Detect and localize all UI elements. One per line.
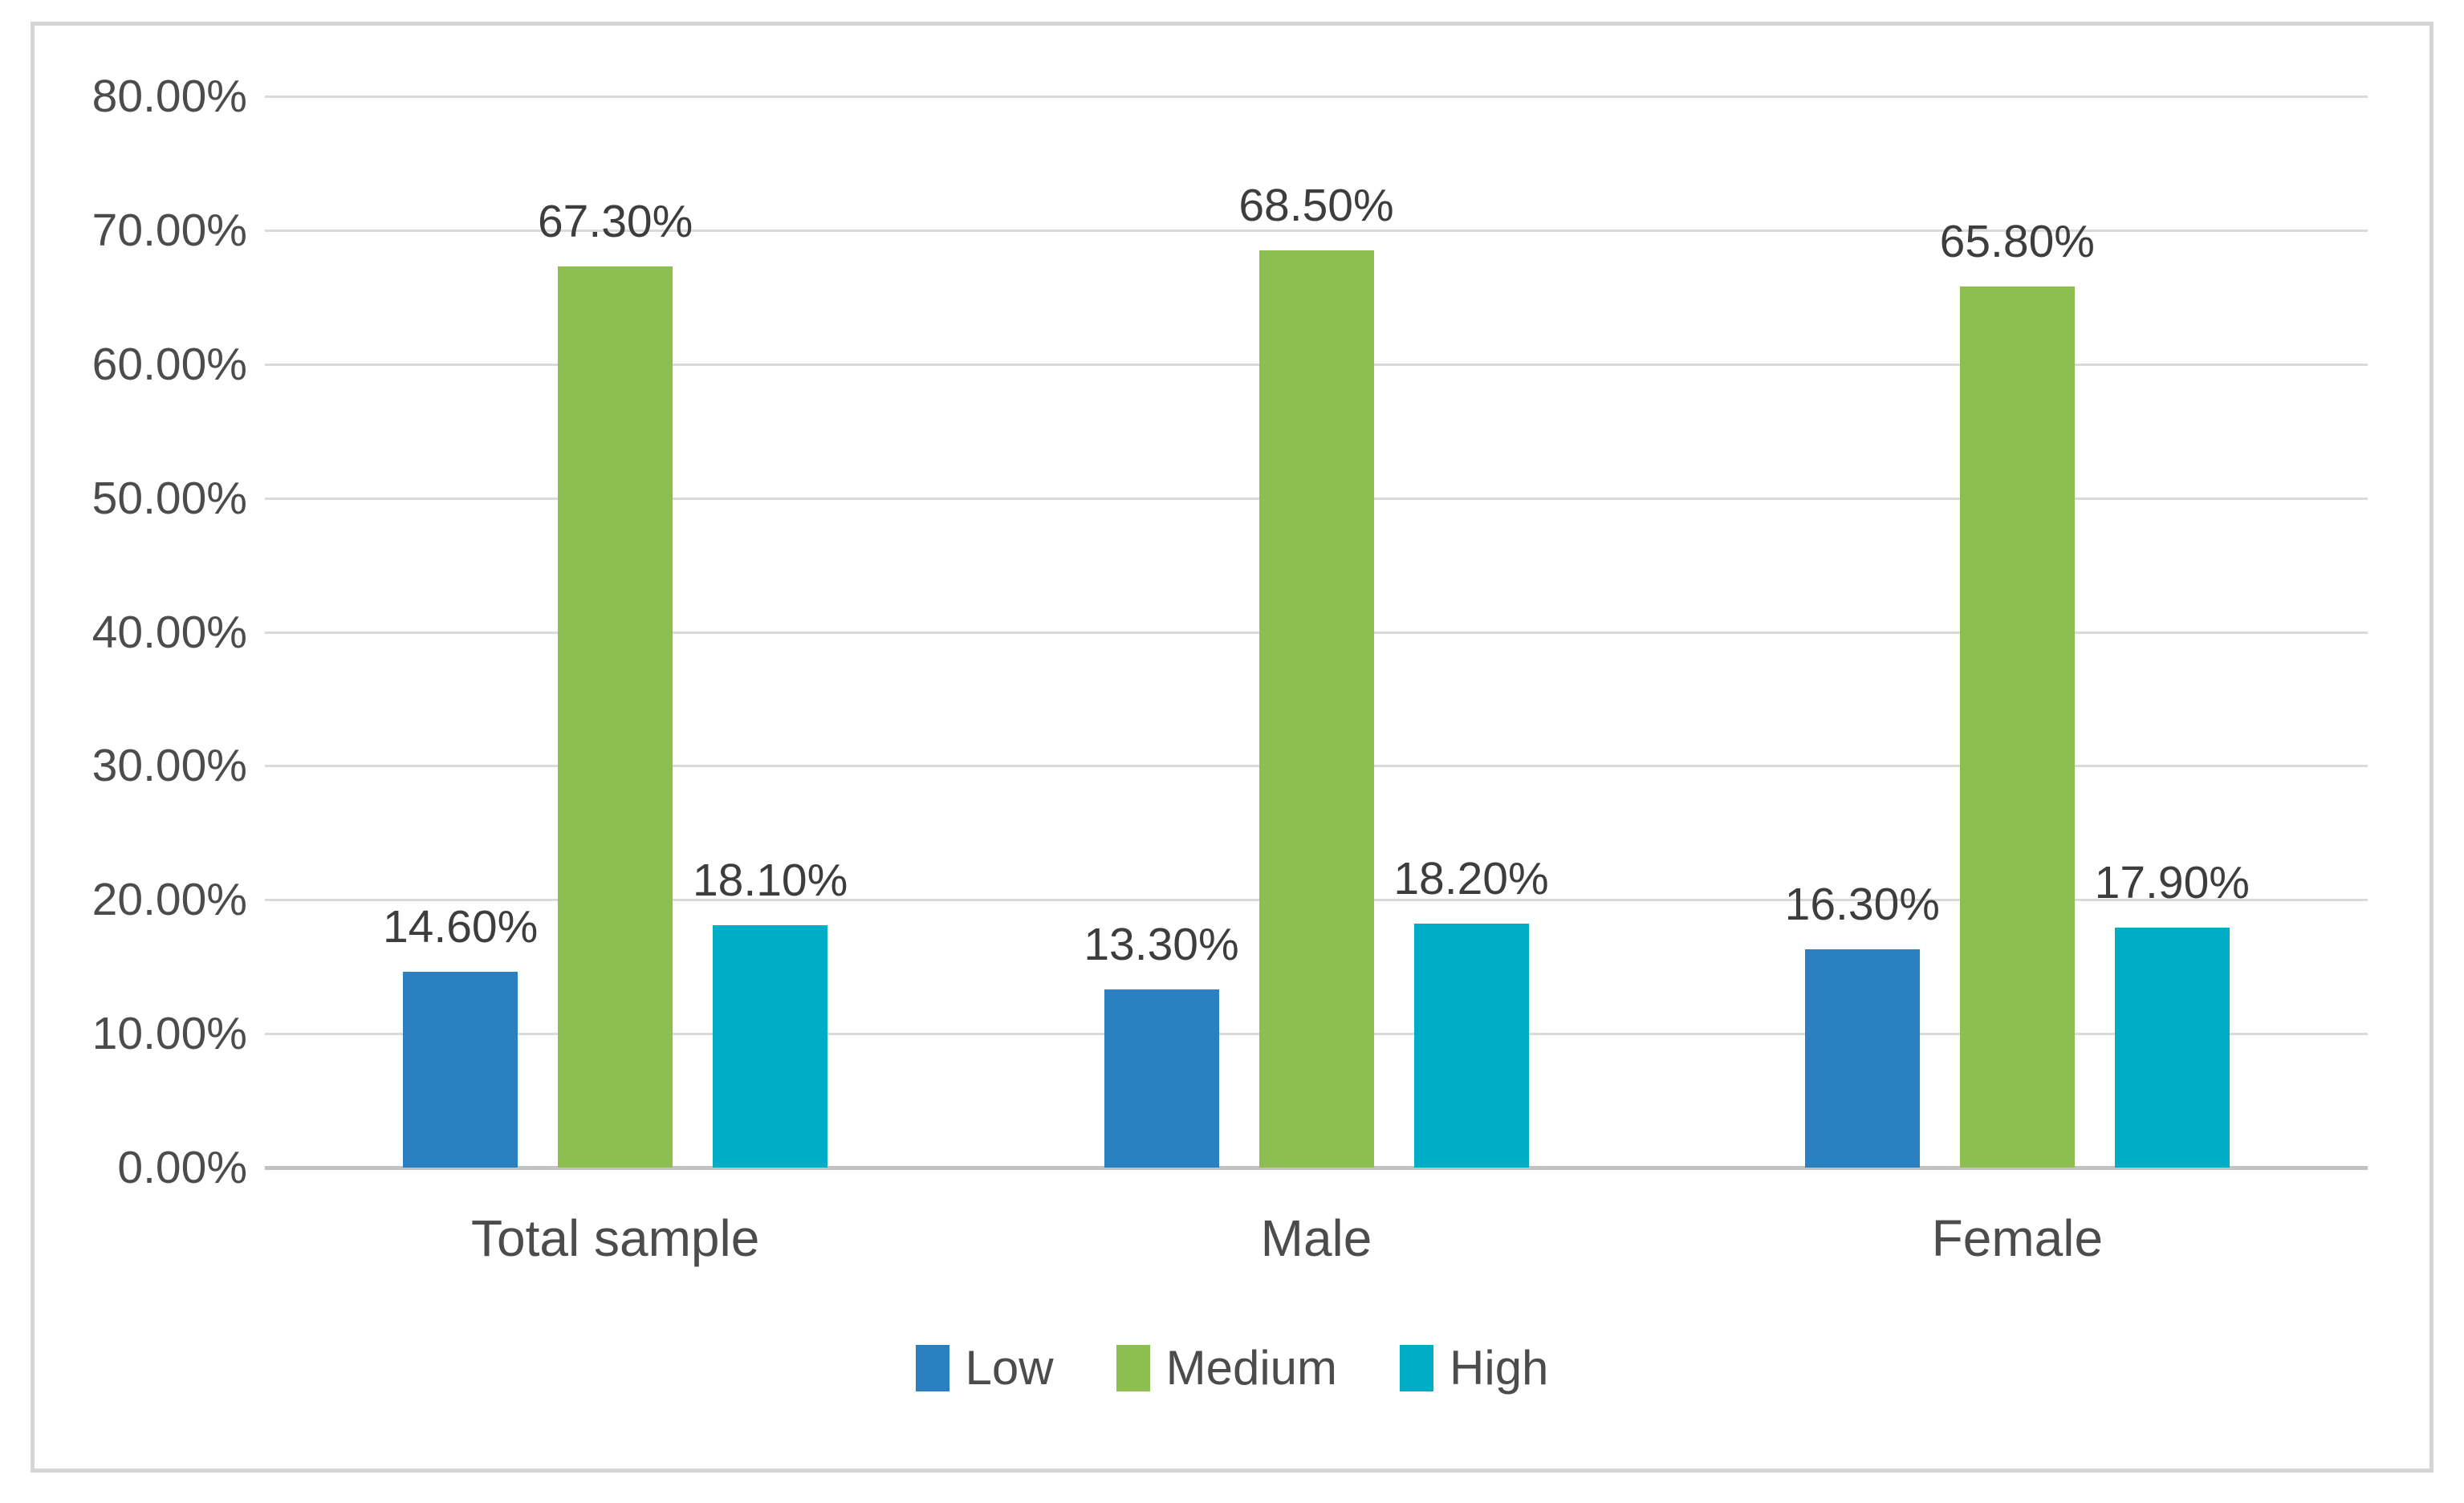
legend-label-low: Low [965, 1341, 1054, 1395]
category-label-male: Male [1260, 1209, 1372, 1267]
data-label-total-sample-medium: 67.30% [537, 195, 693, 247]
legend-label-medium: Medium [1165, 1341, 1338, 1395]
category-label-total-sample: Total sample [471, 1209, 760, 1267]
data-label-female-high: 17.90% [2094, 857, 2250, 909]
bar-male-high [1413, 924, 1529, 1168]
data-label-male-medium: 68.50% [1238, 179, 1394, 231]
y-axis-tick-label-60pct: 60.00% [91, 338, 247, 390]
bar-total-sample-high [713, 924, 828, 1168]
category-label-female: Female [1931, 1209, 2104, 1267]
legend-marker-low [915, 1345, 949, 1391]
gridline-80pct [265, 95, 2368, 98]
bar-female-medium [1959, 286, 2075, 1168]
legend-label-high: High [1450, 1341, 1549, 1395]
y-axis-tick-label-40pct: 40.00% [91, 606, 247, 658]
y-axis-tick-label-0pct: 0.00% [117, 1142, 247, 1193]
data-label-female-medium: 65.80% [1939, 215, 2095, 267]
y-axis-tick-label-10pct: 10.00% [91, 1008, 247, 1060]
data-label-male-high: 18.20% [1393, 853, 1549, 905]
bar-male-low [1104, 989, 1219, 1168]
bar-male-medium [1258, 250, 1374, 1168]
y-axis-tick-label-80pct: 80.00% [91, 71, 247, 122]
y-axis-tick-label-70pct: 70.00% [91, 204, 247, 256]
data-label-female-low: 16.30% [1784, 878, 1940, 930]
legend-marker-high [1400, 1345, 1434, 1391]
x-axis-line [265, 1166, 2368, 1170]
data-label-total-sample-high: 18.10% [692, 854, 848, 906]
legend-item-low: Low [915, 1341, 1054, 1395]
legend-item-high: High [1400, 1342, 1548, 1395]
bar-female-low [1804, 949, 1920, 1168]
bar-total-sample-medium [558, 266, 673, 1168]
y-axis-tick-label-30pct: 30.00% [91, 740, 247, 792]
legend-marker-medium [1116, 1345, 1150, 1391]
data-label-male-low: 13.30% [1084, 919, 1239, 971]
legend-item-medium: Medium [1116, 1342, 1337, 1395]
gridline-70pct [265, 229, 2368, 232]
y-axis-tick-label-20pct: 20.00% [91, 874, 247, 926]
legend: Low Medium High [0, 1328, 2464, 1408]
y-axis-tick-label-50pct: 50.00% [91, 472, 247, 524]
bar-total-sample-low [403, 972, 518, 1168]
data-label-total-sample-low: 14.60% [382, 901, 539, 953]
bar-female-high [2114, 928, 2230, 1168]
